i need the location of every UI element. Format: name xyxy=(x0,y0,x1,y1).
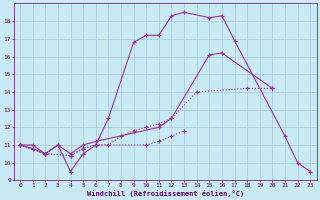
X-axis label: Windchill (Refroidissement éolien,°C): Windchill (Refroidissement éolien,°C) xyxy=(86,190,244,197)
